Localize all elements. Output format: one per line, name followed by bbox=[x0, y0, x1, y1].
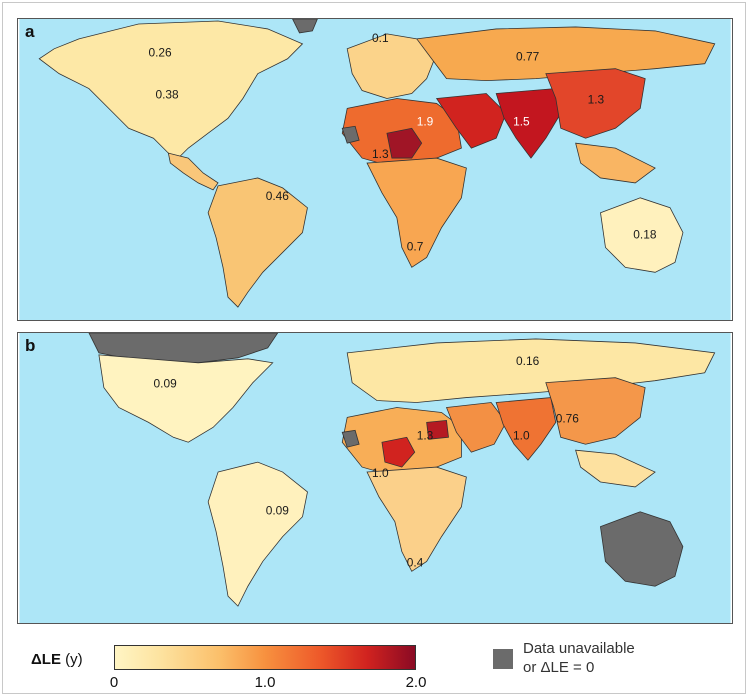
australia bbox=[600, 511, 684, 587]
value-label: 0.16 bbox=[516, 354, 540, 368]
value-label: 1.3 bbox=[372, 147, 389, 161]
value-label: 0.38 bbox=[155, 87, 179, 101]
egypt-hotspot bbox=[426, 419, 449, 440]
east-asia bbox=[545, 377, 646, 445]
north-asia bbox=[415, 26, 716, 81]
value-label: 0.7 bbox=[407, 239, 424, 253]
world-map-b: 0.09 0.16 1.3 1.0 0.76 1.0 0.09 0.4 bbox=[19, 333, 731, 623]
value-label: 0.18 bbox=[633, 228, 657, 242]
value-label: 0.09 bbox=[154, 377, 178, 391]
scale-tick-label: 0 bbox=[109, 674, 119, 691]
south-america bbox=[207, 177, 308, 308]
value-label: 1.0 bbox=[513, 428, 530, 442]
south-america bbox=[207, 461, 308, 607]
east-asia bbox=[545, 68, 646, 139]
central-america bbox=[167, 152, 219, 191]
color-scale-bar bbox=[114, 645, 416, 670]
legend: ΔLE (y) 0 1.0 2.0 Data unavailable or ΔL… bbox=[17, 633, 733, 693]
panel-label-a: a bbox=[25, 22, 35, 41]
southern-africa bbox=[366, 157, 467, 268]
value-label: 0.09 bbox=[266, 504, 290, 518]
southern-africa bbox=[366, 466, 467, 572]
legend-symbol: ΔLE bbox=[31, 651, 61, 668]
north-america bbox=[98, 354, 274, 443]
value-label: 0.4 bbox=[407, 555, 424, 569]
panel-label-b: b bbox=[25, 336, 36, 355]
scale-tick-label: 1.0 bbox=[254, 674, 276, 691]
value-label: 1.3 bbox=[417, 428, 434, 442]
unavailable-line-1: Data unavailable bbox=[523, 640, 635, 657]
legend-unit: (y) bbox=[65, 651, 83, 668]
map-panel-b: 0.09 0.16 1.3 1.0 0.76 1.0 0.09 0.4 b bbox=[17, 332, 733, 624]
australia bbox=[600, 197, 684, 273]
value-label: 0.46 bbox=[266, 189, 290, 203]
value-label: 0.77 bbox=[516, 50, 540, 64]
canada bbox=[88, 333, 279, 364]
value-label: 1.3 bbox=[588, 92, 605, 106]
value-label: 1.0 bbox=[372, 466, 389, 480]
unavailable-swatch bbox=[493, 649, 513, 669]
value-label: 1.5 bbox=[513, 114, 530, 128]
map-panel-a: 0.26 0.38 0.1 0.77 1.9 1.5 1.3 1.3 0.46 … bbox=[17, 18, 733, 321]
value-label: 1.9 bbox=[417, 114, 434, 128]
scale-tick-label: 2.0 bbox=[405, 674, 427, 691]
europe bbox=[346, 33, 438, 99]
west-sahara bbox=[341, 429, 360, 448]
north-america bbox=[38, 20, 304, 159]
southeast-asia bbox=[575, 142, 656, 184]
west-sahara bbox=[341, 125, 360, 144]
world-map-a: 0.26 0.38 0.1 0.77 1.9 1.5 1.3 1.3 0.46 … bbox=[19, 19, 731, 320]
sahel-hotspot bbox=[381, 436, 416, 468]
middle-east bbox=[445, 402, 507, 453]
value-label: 0.76 bbox=[556, 411, 580, 425]
value-label: 0.1 bbox=[372, 31, 389, 45]
greenland bbox=[292, 19, 318, 34]
sahel-hotspot bbox=[386, 127, 423, 159]
legend-title: ΔLE (y) bbox=[31, 651, 83, 668]
southeast-asia bbox=[575, 449, 656, 488]
unavailable-line-2: or ΔLE = 0 bbox=[523, 659, 595, 676]
value-label: 0.26 bbox=[149, 46, 173, 60]
middle-east bbox=[435, 93, 507, 149]
unavailable-label: Data unavailable or ΔLE = 0 bbox=[523, 639, 635, 677]
